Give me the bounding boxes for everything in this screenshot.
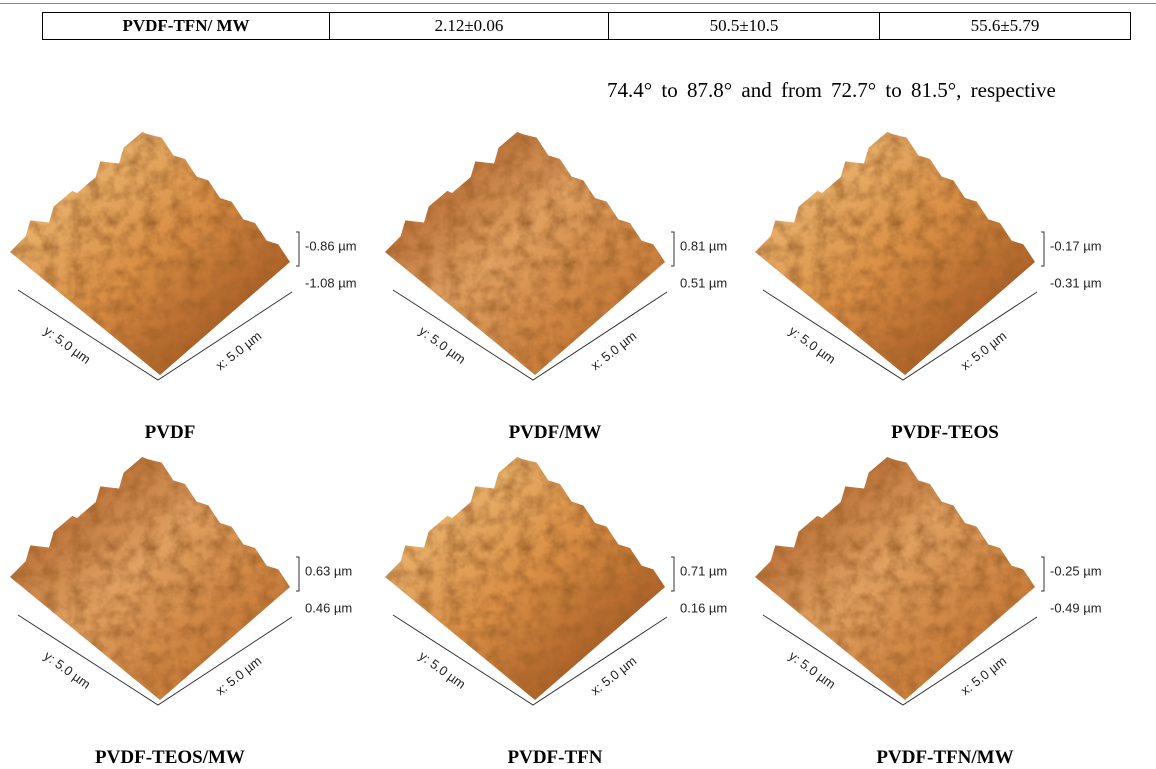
z-scale [671, 557, 674, 591]
x-axis-label: x: 5.0 µm [213, 653, 265, 698]
y-axis-label: y: 5.0 µm [786, 648, 838, 692]
z-max-label: -0.17 µm [1050, 238, 1102, 253]
y-axis-label: y: 5.0 µm [41, 323, 93, 367]
z-min-label: -1.08 µm [305, 275, 357, 290]
y-axis-label: y: 5.0 µm [41, 648, 93, 692]
x-axis-label: x: 5.0 µm [213, 328, 265, 373]
z-min-label: -0.49 µm [1050, 600, 1102, 615]
afm-panel: y: 5.0 µm x: 5.0 µm 0.81 µm 0.51 µm PVDF/MW [385, 132, 727, 443]
z-max-label: -0.25 µm [1050, 563, 1102, 578]
figure: y: 5.0 µmx: 5.0 µm-0.86 µm-1.08 µmPVDFy:… [0, 0, 1156, 769]
z-scale [1041, 557, 1044, 591]
afm-panel: y: 5.0 µm x: 5.0 µm 0.71 µm 0.16 µm PVDF-TFN [385, 457, 727, 768]
x-axis-label: x: 5.0 µm [588, 653, 640, 698]
z-max-label: 0.63 µm [305, 563, 352, 578]
afm-panel: y: 5.0 µm x: 5.0 µm -0.17 µm -0.31 µm PVDF-T… [755, 132, 1102, 443]
afm-panel: y: 5.0 µm x: 5.0 µm 0.63 µm 0.46 µm PVDF-TEO… [10, 457, 352, 768]
y-axis-label: y: 5.0 µm [416, 648, 468, 692]
z-min-label: 0.51 µm [680, 275, 727, 290]
z-scale [671, 232, 674, 266]
caption: PVDF/MW [509, 422, 602, 443]
x-axis-label: x: 5.0 µm [958, 653, 1010, 698]
z-scale [296, 557, 299, 591]
afm-panel: y: 5.0 µm x: 5.0 µm -0.86 µm -1.08 µm PVDF [10, 132, 357, 443]
caption: PVDF-TFN [508, 747, 603, 768]
y-axis-label: y: 5.0 µm [786, 323, 838, 367]
z-scale [1041, 232, 1044, 266]
caption: PVDF-TEOS/MW [95, 747, 245, 768]
caption: PVDF-TFN/MW [876, 747, 1013, 768]
z-min-label: -0.31 µm [1050, 275, 1102, 290]
z-min-label: 0.16 µm [680, 600, 727, 615]
caption: PVDF-TEOS [891, 422, 999, 443]
z-max-label: 0.81 µm [680, 238, 727, 253]
z-min-label: 0.46 µm [305, 600, 352, 615]
x-axis-label: x: 5.0 µm [958, 328, 1010, 373]
page: PVDF-TFN/ MW 2.12±0.06 50.5±10.5 55.6±5.… [0, 0, 1156, 769]
afm-panel: y: 5.0 µm x: 5.0 µm -0.25 µm -0.49 µm PVDF-T… [755, 457, 1102, 768]
z-scale [296, 232, 299, 266]
z-max-label: -0.86 µm [305, 238, 357, 253]
y-axis-label: y: 5.0 µm [416, 323, 468, 367]
z-max-label: 0.71 µm [680, 563, 727, 578]
x-axis-label: x: 5.0 µm [588, 328, 640, 373]
caption: PVDF [145, 422, 196, 443]
